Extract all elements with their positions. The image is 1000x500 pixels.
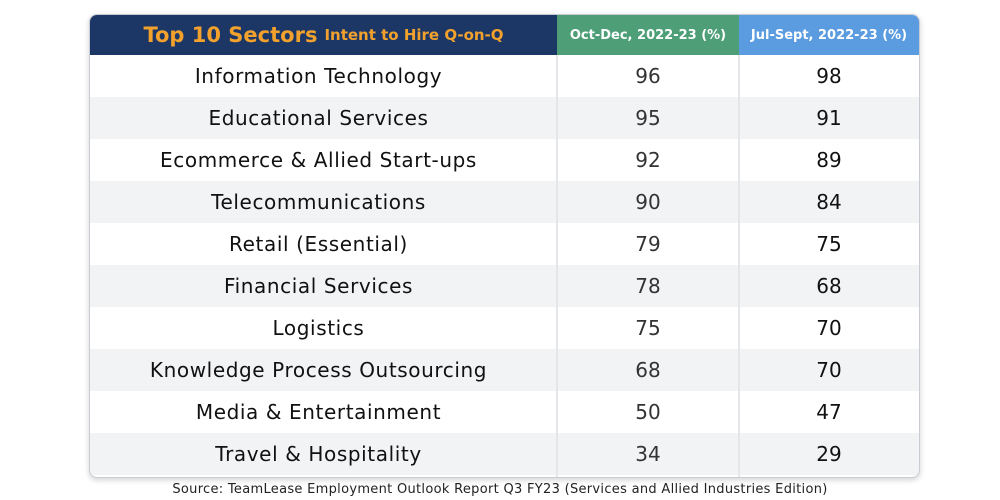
- table-row: Information Technology 96 98: [90, 55, 919, 97]
- table-row: Financial Services 78 68: [90, 265, 919, 307]
- oct-dec-value: 96: [635, 64, 661, 88]
- source-note: Source: TeamLease Employment Outlook Rep…: [172, 482, 828, 497]
- column-divider: [556, 55, 558, 477]
- header-sector-title: Top 10 Sectors Intent to Hire Q-on-Q: [90, 15, 557, 55]
- jul-sept-value: 29: [816, 442, 842, 466]
- oct-dec-value: 90: [635, 190, 661, 214]
- column-divider: [738, 55, 740, 477]
- table-row: Ecommerce & Allied Start-ups 92 89: [90, 139, 919, 181]
- sector-name: Ecommerce & Allied Start-ups: [160, 148, 477, 172]
- jul-sept-value: 75: [816, 232, 842, 256]
- table-row: Media & Entertainment 50 47: [90, 391, 919, 433]
- sector-name: Educational Services: [208, 106, 429, 130]
- oct-dec-value: 34: [635, 442, 661, 466]
- jul-sept-value: 91: [816, 106, 842, 130]
- table-row: Travel & Hospitality 34 29: [90, 433, 919, 475]
- oct-dec-value: 50: [635, 400, 661, 424]
- table-row: Knowledge Process Outsourcing 68 70: [90, 349, 919, 391]
- table-row: Telecommunications 90 84: [90, 181, 919, 223]
- oct-dec-value: 78: [635, 274, 661, 298]
- sector-name: Information Technology: [194, 64, 443, 88]
- oct-dec-value: 95: [635, 106, 661, 130]
- sector-name: Knowledge Process Outsourcing: [149, 358, 488, 382]
- sector-name: Travel & Hospitality: [215, 442, 422, 466]
- oct-dec-value: 75: [635, 316, 661, 340]
- oct-dec-value: 92: [635, 148, 661, 172]
- jul-sept-value: 84: [816, 190, 842, 214]
- sector-name: Retail (Essential): [229, 232, 408, 256]
- jul-sept-value: 47: [816, 400, 842, 424]
- jul-sept-value: 89: [816, 148, 842, 172]
- jul-sept-value: 70: [816, 316, 842, 340]
- sector-name: Logistics: [272, 316, 365, 340]
- jul-sept-value: 98: [816, 64, 842, 88]
- sector-name: Media & Entertainment: [195, 400, 442, 424]
- table-row: Retail (Essential) 79 75: [90, 223, 919, 265]
- table-body: Information Technology 96 98 Educational Se…: [90, 55, 919, 475]
- jul-sept-value: 68: [816, 274, 842, 298]
- header-jul-sept: Jul-Sept, 2022-23 (%): [739, 15, 919, 55]
- hiring-intent-table: Top 10 Sectors Intent to Hire Q-on-Q Oct…: [89, 14, 920, 478]
- table-header: Top 10 Sectors Intent to Hire Q-on-Q Oct…: [90, 15, 919, 55]
- sector-name: Financial Services: [223, 274, 414, 298]
- oct-dec-value: 79: [635, 232, 661, 256]
- sector-name: Telecommunications: [211, 190, 426, 214]
- title-sub: Intent to Hire Q-on-Q: [324, 26, 504, 44]
- table-row: Educational Services 95 91: [90, 97, 919, 139]
- oct-dec-value: 68: [635, 358, 661, 382]
- jul-sept-value: 70: [816, 358, 842, 382]
- table-row: Logistics 75 70: [90, 307, 919, 349]
- header-oct-dec: Oct-Dec, 2022-23 (%): [557, 15, 739, 55]
- title-main: Top 10 Sectors: [143, 23, 318, 47]
